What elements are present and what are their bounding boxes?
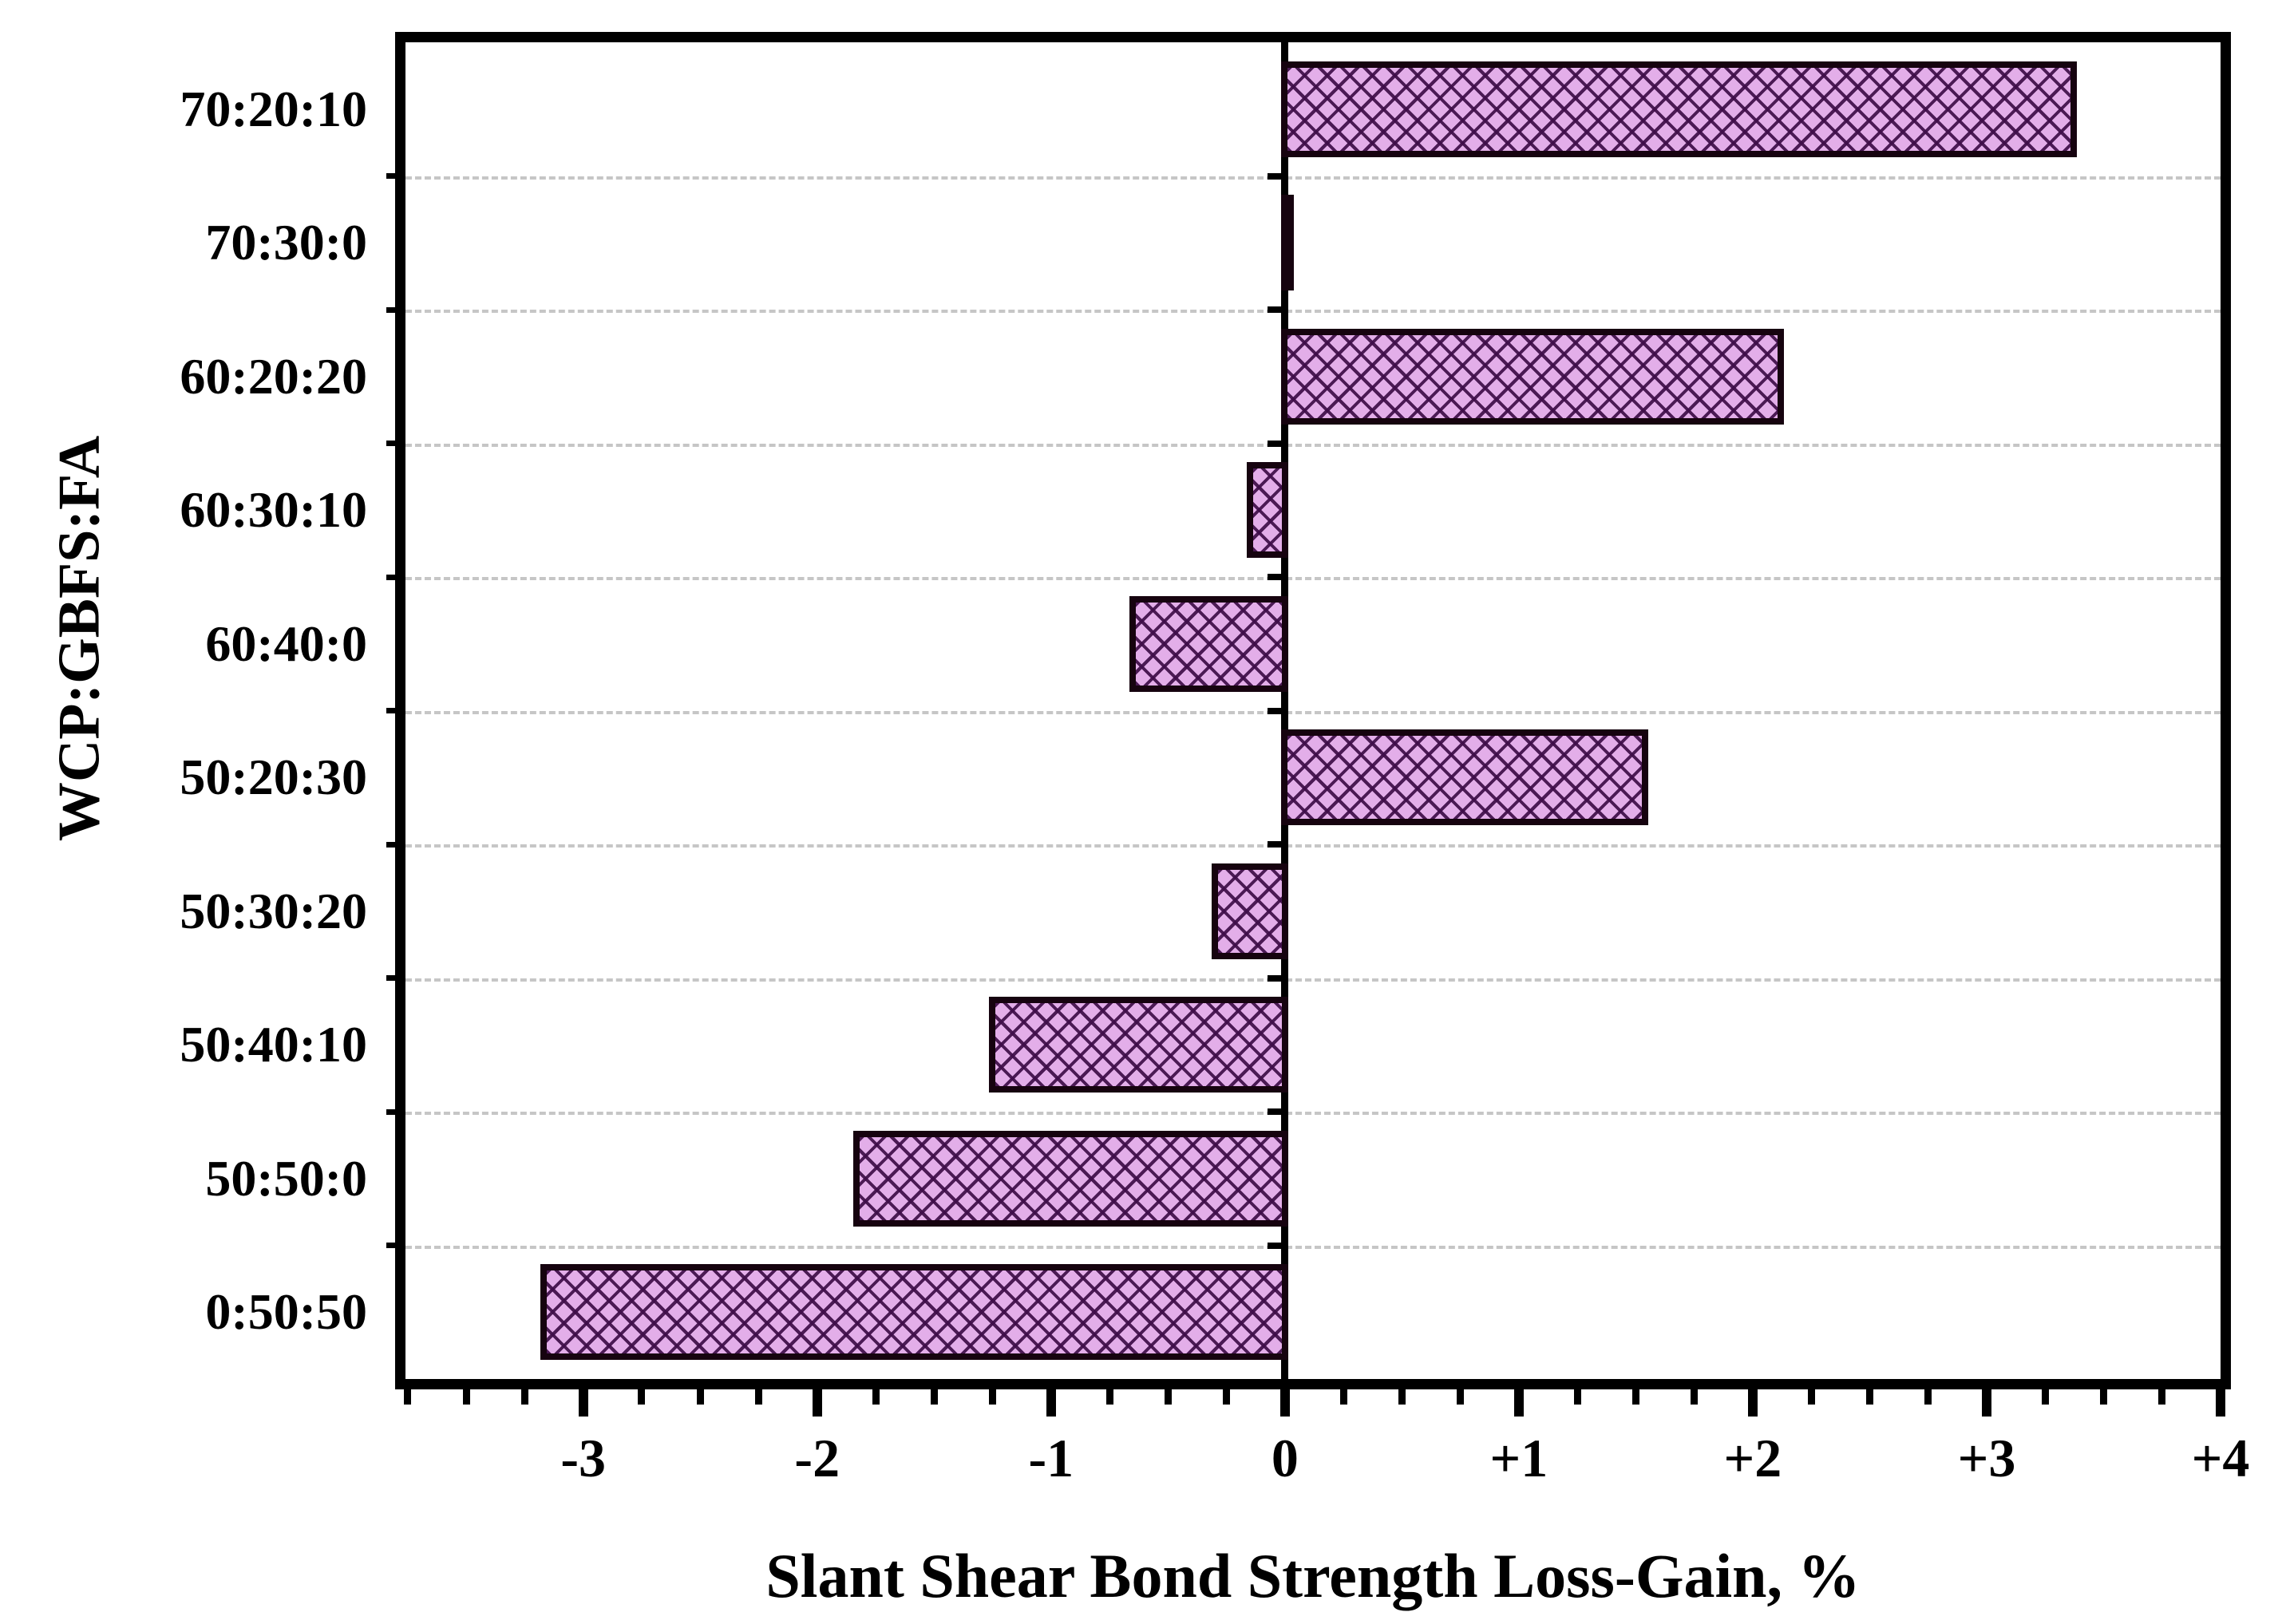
x-tick-label: +2	[1723, 1428, 1782, 1488]
zero-axis-tick	[1268, 574, 1282, 580]
bar-60:30:10	[1246, 462, 1289, 559]
x-minor-tick	[1457, 1389, 1465, 1405]
x-minor-tick	[2099, 1389, 2107, 1405]
x-minor-tick	[1105, 1389, 1113, 1405]
x-minor-tick	[404, 1389, 412, 1405]
x-minor-tick	[520, 1389, 528, 1405]
x-major-tick	[578, 1389, 588, 1417]
x-tick-label: +4	[2191, 1428, 2250, 1488]
y-tick-label: 50:30:20	[180, 882, 367, 939]
x-major-tick	[1747, 1389, 1758, 1417]
x-minor-tick	[1164, 1389, 1172, 1405]
bar-70:30:0	[1281, 195, 1295, 291]
y-tick-label: 70:30:0	[205, 214, 367, 271]
x-major-tick	[1279, 1389, 1290, 1417]
bar-50:40:10	[989, 997, 1289, 1093]
gridline	[405, 710, 2221, 714]
x-minor-tick	[696, 1389, 704, 1405]
x-tick-label: -3	[560, 1428, 607, 1488]
gridline	[405, 844, 2221, 848]
y-axis-title: WCP:GBFS:FA	[46, 435, 113, 842]
gridline	[405, 577, 2221, 580]
left-border-tick	[386, 441, 395, 446]
bar-60:20:20	[1281, 328, 1785, 425]
zero-axis-tick	[1268, 440, 1282, 447]
gridline	[405, 443, 2221, 447]
x-minor-tick	[1573, 1389, 1581, 1405]
x-axis-title: Slant Shear Bond Strength Loss-Gain, %	[765, 1541, 1861, 1610]
left-border-tick	[386, 1108, 395, 1115]
left-border-tick	[386, 841, 395, 848]
x-major-tick	[1513, 1389, 1524, 1417]
x-minor-tick	[930, 1389, 938, 1405]
x-tick-label: +1	[1489, 1428, 1548, 1488]
x-major-tick	[1981, 1389, 1991, 1417]
y-tick-label: 70:20:10	[180, 80, 367, 137]
left-border-tick	[386, 708, 395, 713]
y-tick-label: 50:20:30	[180, 749, 367, 806]
bar-50:20:30	[1281, 729, 1649, 826]
zero-axis-tick	[1268, 841, 1282, 848]
x-minor-tick	[989, 1389, 997, 1405]
zero-axis-tick	[1268, 172, 1282, 180]
bar-70:20:10	[1281, 61, 2077, 157]
x-major-tick	[1046, 1389, 1056, 1417]
y-tick-label: 60:40:0	[205, 614, 367, 672]
bar-50:30:20	[1211, 863, 1289, 959]
left-border-tick	[386, 975, 395, 981]
zero-axis-tick	[1268, 1242, 1282, 1249]
x-minor-tick	[1339, 1389, 1347, 1405]
gridline	[405, 978, 2221, 982]
y-tick-label: 60:20:20	[180, 347, 367, 405]
x-tick-label: -2	[794, 1428, 840, 1488]
bar-0:50:50	[540, 1264, 1289, 1361]
gridline	[405, 1112, 2221, 1115]
x-minor-tick	[1398, 1389, 1406, 1405]
x-tick-label: -1	[1028, 1428, 1074, 1488]
x-major-tick	[2216, 1389, 2225, 1417]
y-tick-label: 0:50:50	[205, 1283, 367, 1341]
y-tick-label: 50:40:10	[180, 1016, 367, 1073]
x-minor-tick	[1807, 1389, 1815, 1405]
x-minor-tick	[1865, 1389, 1873, 1405]
left-border-tick	[386, 1243, 395, 1248]
x-minor-tick	[1691, 1389, 1699, 1405]
bar-60:40:0	[1129, 595, 1289, 692]
zero-axis-tick	[1268, 974, 1282, 982]
x-minor-tick	[462, 1389, 470, 1405]
x-tick-label: 0	[1271, 1428, 1299, 1488]
gridline	[405, 310, 2221, 313]
x-minor-tick	[2041, 1389, 2049, 1405]
zero-axis-tick	[1268, 306, 1282, 313]
zero-axis-tick	[1268, 1108, 1282, 1115]
gridline	[405, 176, 2221, 180]
x-minor-tick	[638, 1389, 646, 1405]
x-minor-tick	[2158, 1389, 2166, 1405]
x-minor-tick	[754, 1389, 762, 1405]
x-minor-tick	[1223, 1389, 1231, 1405]
left-border-tick	[386, 173, 395, 179]
x-minor-tick	[872, 1389, 880, 1405]
bar-50:50:0	[853, 1130, 1289, 1227]
y-tick-label: 60:30:10	[180, 481, 367, 539]
plot-inner	[386, 42, 2221, 1379]
left-border-tick	[386, 306, 395, 313]
x-minor-tick	[1631, 1389, 1639, 1405]
zero-baseline-axis	[1281, 42, 1289, 1379]
x-tick-label: +3	[1957, 1428, 2016, 1488]
zero-axis-tick	[1268, 707, 1282, 714]
y-tick-label: 50:50:0	[205, 1149, 367, 1207]
left-border-tick	[386, 574, 395, 580]
gridline	[405, 1245, 2221, 1249]
plot-area	[386, 32, 2231, 1389]
x-minor-tick	[1924, 1389, 1932, 1405]
x-major-tick	[812, 1389, 822, 1417]
